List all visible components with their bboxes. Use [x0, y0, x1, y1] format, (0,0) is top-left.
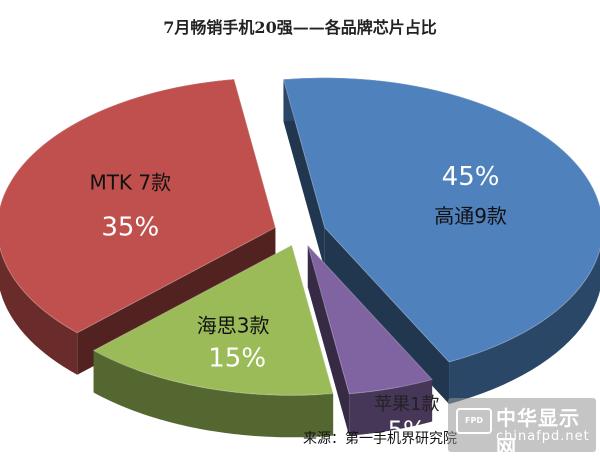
pie-slice-1: [307, 245, 434, 395]
pie-slice-9: [282, 77, 600, 363]
slice-rim-1: [349, 379, 433, 436]
slice-wall-1-1: [307, 245, 350, 436]
pie-slice-mtk-7: [0, 78, 276, 334]
source-note: 来源：第一手机界研究院: [303, 431, 457, 447]
slice-rim-2: [93, 350, 334, 438]
slice-wall-0-0: [283, 79, 325, 270]
slice-wall-0-1: [324, 227, 450, 404]
slice-label-mtk-7: MTK 7款: [89, 170, 171, 194]
watermark-url: chinafpd.net: [496, 429, 590, 444]
slice-percent-mtk-7: 35%: [101, 212, 159, 242]
slice-label-1: 苹果1款: [374, 394, 439, 415]
watermark: FPD 中华显示网 chinafpd.net: [448, 398, 596, 459]
chart-title: 7月畅销手机20强——各品牌芯片占比: [163, 18, 437, 37]
watermark-logo-icon: FPD: [456, 408, 492, 434]
watermark-name: 中华显示网: [496, 406, 580, 459]
slice-label-3: 海思3款: [197, 313, 270, 337]
slice-percent-9: 45%: [442, 162, 500, 192]
slice-percent-1: 5%: [388, 416, 426, 444]
slice-label-9: 高通9款: [434, 204, 507, 228]
pie-slice-3: [92, 244, 334, 396]
slice-percent-3: 15%: [208, 343, 266, 373]
